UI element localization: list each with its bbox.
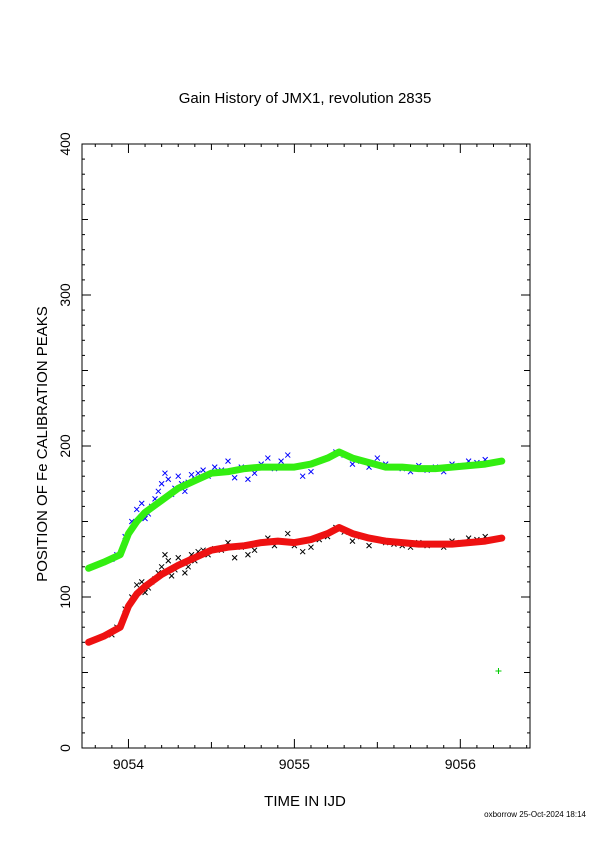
data-point	[162, 551, 168, 558]
trend-line	[85, 524, 506, 646]
y-tick-label: 0	[57, 744, 73, 752]
series-3	[495, 667, 502, 674]
data-point	[366, 542, 372, 549]
data-point	[245, 551, 251, 558]
data-point	[231, 474, 238, 481]
x-axis-label: TIME IN IJD	[264, 793, 346, 810]
y-axis: 0 100 200 300 400	[57, 132, 530, 752]
plot-area	[81, 143, 531, 749]
data-point	[251, 547, 258, 554]
series-5	[85, 524, 506, 646]
data-point	[374, 455, 381, 461]
data-point	[162, 470, 168, 477]
chart-title: Gain History of JMX1, revolution 2835	[179, 90, 432, 107]
series-4	[85, 448, 506, 572]
trend-line	[85, 448, 506, 572]
x-tick-label: 9055	[279, 756, 310, 772]
data-point	[349, 461, 356, 467]
data-point	[349, 538, 356, 544]
data-point	[168, 573, 175, 579]
data-point	[155, 488, 162, 495]
data-point	[133, 506, 140, 513]
data-point	[278, 458, 284, 464]
y-axis-label: POSITION OF Fe CALIBRATION PEAKS	[34, 306, 51, 582]
data-point	[165, 557, 172, 564]
data-point	[175, 473, 182, 480]
data-point	[495, 667, 502, 674]
y-tick-label: 300	[57, 283, 73, 307]
data-point	[225, 458, 231, 464]
data-point	[138, 500, 145, 507]
y-tick-label: 400	[57, 132, 73, 156]
y-tick-label: 100	[57, 585, 73, 609]
data-point	[182, 569, 188, 576]
data-point	[299, 548, 306, 555]
y-tick-label: 200	[57, 434, 73, 458]
data-point	[251, 470, 258, 477]
data-point	[165, 476, 172, 483]
data-point	[284, 530, 291, 537]
data-point	[308, 544, 314, 551]
plot-frame	[81, 143, 531, 749]
data-point	[133, 582, 140, 588]
data-point	[211, 464, 218, 470]
data-point	[158, 563, 165, 570]
data-point	[188, 471, 195, 478]
data-point	[308, 468, 314, 475]
data-point	[175, 554, 182, 561]
data-point	[284, 452, 291, 458]
data-point	[245, 476, 251, 483]
data-point	[200, 467, 206, 474]
x-axis: 9054 9055 9056	[94, 144, 528, 772]
data-point	[231, 554, 238, 561]
x-tick-label: 9056	[445, 756, 476, 772]
data-point	[264, 455, 271, 461]
data-point	[299, 473, 306, 480]
data-point	[158, 480, 165, 487]
x-tick-label: 9054	[113, 756, 144, 772]
footer-stamp: oxborrow 25-Oct-2024 18:14	[484, 810, 586, 819]
